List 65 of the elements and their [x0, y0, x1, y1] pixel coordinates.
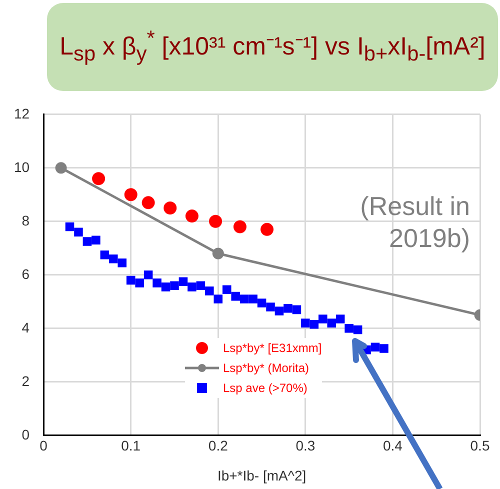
point	[248, 294, 258, 304]
point	[188, 282, 196, 292]
y-tick-label: 12	[14, 105, 30, 122]
x-tick-label: 0.3	[296, 438, 316, 454]
point	[152, 278, 162, 288]
chart-title: L$_{sp}$ x β$_{y}$$^{*}$ [x10³¹ cm⁻¹s⁻¹] vs I$_{b+}$xI$_{b-}$[mA²]	[60, 27, 486, 66]
point	[109, 254, 118, 264]
point	[124, 188, 138, 202]
point	[214, 294, 223, 304]
point	[196, 281, 206, 290]
point	[82, 237, 92, 246]
point	[353, 325, 362, 334]
point	[55, 162, 67, 174]
x-tick-label: 0	[40, 438, 48, 454]
x-axis-title: Ib+*Ib- [mA^2]	[217, 467, 306, 484]
legend-label: Lsp*by* (Morita)	[223, 360, 310, 377]
point	[164, 202, 177, 215]
point	[178, 277, 188, 286]
point	[74, 228, 83, 236]
point	[92, 236, 100, 245]
point	[274, 306, 284, 316]
point	[318, 314, 328, 324]
annotation: (Result in 2019b)	[359, 190, 470, 254]
y-tick-label: 6	[22, 266, 30, 282]
point	[100, 250, 110, 260]
point	[284, 304, 292, 313]
point	[370, 342, 380, 352]
point	[310, 320, 319, 329]
point	[144, 270, 153, 280]
point	[266, 302, 275, 312]
point	[380, 344, 388, 353]
legend-label: Lsp ave (>70%)	[223, 380, 308, 397]
point	[336, 314, 345, 324]
point	[161, 282, 170, 292]
y-tick-label: 8	[22, 212, 30, 228]
x-tick-label: 0.5	[470, 438, 490, 454]
point	[292, 305, 302, 314]
point	[205, 286, 214, 296]
point	[240, 294, 249, 304]
point	[233, 220, 246, 234]
y-tick-label: 4	[22, 319, 30, 336]
point	[170, 281, 179, 290]
point	[222, 285, 232, 294]
point	[344, 324, 354, 333]
x-tick-label: 0.4	[382, 438, 403, 454]
point	[301, 318, 310, 328]
y-tick-label: 2	[22, 372, 30, 389]
y-tick-label: 0	[22, 426, 30, 442]
point	[212, 248, 224, 260]
point	[260, 222, 274, 236]
point	[65, 222, 74, 232]
point	[327, 318, 336, 328]
x-tick-label: 0.1	[121, 438, 141, 454]
point	[185, 210, 198, 223]
point	[135, 278, 144, 288]
x-tick-label: 0.2	[208, 438, 228, 454]
point	[142, 196, 155, 210]
point	[126, 276, 136, 285]
point	[118, 258, 127, 268]
point	[92, 172, 106, 186]
legend-label: Lsp*by* [E31xmm]	[223, 340, 322, 357]
point	[231, 292, 240, 301]
point	[209, 214, 222, 228]
y-tick-label: 10	[14, 158, 30, 175]
point	[257, 298, 266, 308]
